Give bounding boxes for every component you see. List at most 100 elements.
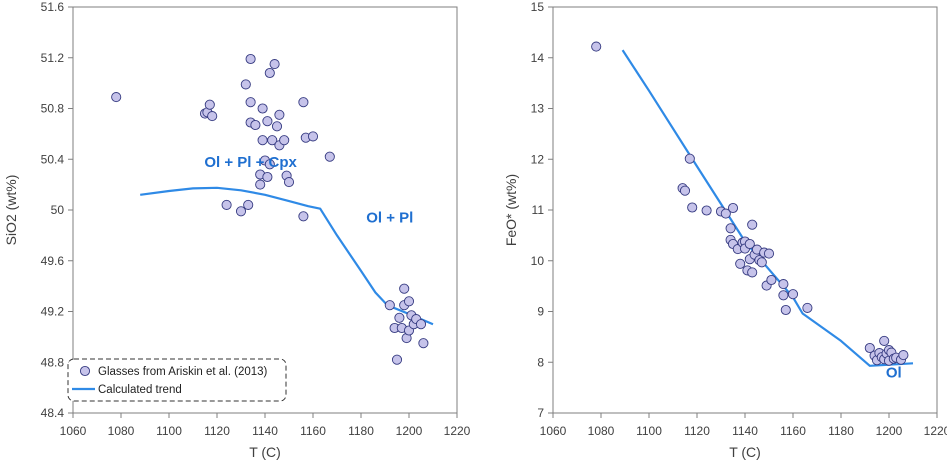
x-tick-label: 1200	[396, 424, 423, 438]
glass-data-point	[262, 116, 273, 127]
glass-data-point	[264, 159, 275, 170]
glass-data-point	[204, 99, 215, 110]
glass-data-point	[802, 302, 813, 313]
glass-data-point	[725, 223, 736, 234]
x-tick-label: 1160	[300, 424, 326, 438]
glass-data-point	[720, 208, 731, 219]
glass-data-point	[684, 153, 695, 164]
x-tick-label: 1220	[444, 424, 471, 438]
glass-data-point	[394, 312, 405, 323]
y-tick-label: 48.4	[41, 406, 65, 420]
y-tick-label: 9	[537, 305, 544, 319]
glass-data-point	[735, 258, 746, 269]
legend: Glasses from Ariskin et al. (2013) Calcul…	[67, 358, 287, 402]
glass-data-point	[679, 185, 691, 196]
glass-data-point	[235, 206, 247, 217]
y-axis-label: SiO2 (wt%)	[3, 175, 19, 246]
y-tick-label: 51.2	[41, 51, 65, 65]
x-tick-label: 1120	[684, 424, 710, 438]
glass-data-point	[744, 238, 755, 250]
glass-data-point	[747, 219, 758, 230]
legend-entry-trend: Calculated trend	[98, 384, 182, 396]
glass-data-point	[324, 151, 335, 162]
glass-data-point	[864, 342, 875, 354]
glass-data-point	[727, 202, 739, 214]
glass-data-point	[879, 335, 890, 346]
x-tick-label: 1200	[876, 424, 903, 438]
x-tick-label: 1060	[60, 424, 87, 438]
x-tick-label: 1140	[732, 424, 758, 438]
glass-data-point	[221, 199, 232, 210]
glass-data-point	[399, 283, 410, 294]
x-axis-label: T (C)	[249, 444, 281, 460]
feo-panel: 1060 1080 1100 1120 1140 1160 1180 1200 1220 7 8 9 1…	[503, 0, 947, 460]
glass-data-point	[283, 177, 295, 188]
glass-data-point	[255, 179, 266, 190]
y-tick-label: 50.8	[41, 102, 65, 116]
x-tick-label: 1100	[636, 424, 662, 438]
glass-data-point	[243, 199, 254, 210]
glass-data-point	[787, 289, 799, 300]
glass-data-point	[898, 350, 909, 361]
y-tick-label: 48.8	[41, 355, 65, 369]
glass-data-point	[403, 296, 415, 307]
glass-data-point	[257, 135, 268, 146]
phase-annotation: Ol + Pl + Cpx	[204, 154, 297, 171]
x-tick-label: 1060	[540, 424, 567, 438]
calculated-trend-line	[140, 186, 434, 326]
y-tick-label: 12	[531, 152, 545, 166]
x-tick-label: 1080	[108, 424, 135, 438]
x-tick-label: 1220	[924, 424, 947, 438]
y-tick-label: 7	[537, 406, 544, 420]
glass-data-point	[250, 119, 261, 131]
glass-data-point	[687, 202, 698, 213]
legend-box	[67, 358, 287, 402]
phase-annotation: Ol	[886, 364, 902, 381]
glass-data-point	[766, 274, 777, 286]
legend-marker-icon	[79, 365, 91, 377]
y-tick-label: 13	[531, 102, 545, 116]
glass-data-point	[780, 304, 791, 316]
glass-data-point	[418, 338, 429, 349]
glass-data-point	[269, 59, 280, 70]
glass-data-point	[267, 135, 278, 146]
glass-data-point	[384, 300, 395, 311]
glass-data-point	[298, 211, 309, 222]
glass-data-point	[271, 121, 283, 132]
legend-entry-glasses: Glasses from Ariskin et al. (2013)	[98, 366, 268, 378]
x-tick-label: 1180	[828, 424, 854, 438]
y-tick-label: 51.6	[41, 0, 65, 14]
glass-data-point	[747, 267, 758, 278]
x-tick-label: 1120	[204, 424, 230, 438]
y-tick-label: 50.4	[41, 152, 65, 166]
x-tick-label: 1100	[156, 424, 182, 438]
glass-data-point	[245, 97, 256, 108]
y-tick-label: 8	[537, 355, 544, 369]
glass-data-point	[763, 248, 775, 259]
glass-data-point	[274, 109, 285, 120]
glass-data-point	[415, 319, 427, 330]
sio2-panel: 1060 1080 1100 1120 1140 1160 1180 1200 1220 48.4…	[3, 0, 471, 460]
glass-data-point	[778, 290, 789, 301]
calculated-trend-line	[621, 49, 914, 367]
y-tick-label: 14	[531, 51, 545, 65]
glass-data-point	[778, 279, 789, 290]
glass-data-point	[264, 67, 275, 79]
glass-data-point	[591, 41, 602, 52]
y-tick-label: 49.2	[41, 305, 65, 319]
glass-data-point	[756, 257, 767, 268]
y-tick-label: 49.6	[41, 254, 65, 268]
x-tick-label: 1160	[780, 424, 806, 438]
glass-data-point	[245, 53, 256, 65]
x-axis-label: T (C)	[729, 444, 761, 460]
glass-data-point	[257, 103, 268, 114]
glass-data-point	[240, 79, 251, 90]
x-tick-label: 1080	[588, 424, 615, 438]
glass-data-point	[207, 111, 218, 122]
x-tick-label: 1180	[348, 424, 374, 438]
y-tick-label: 15	[531, 0, 545, 14]
glass-data-point	[298, 97, 309, 108]
glass-data-point	[701, 205, 712, 216]
